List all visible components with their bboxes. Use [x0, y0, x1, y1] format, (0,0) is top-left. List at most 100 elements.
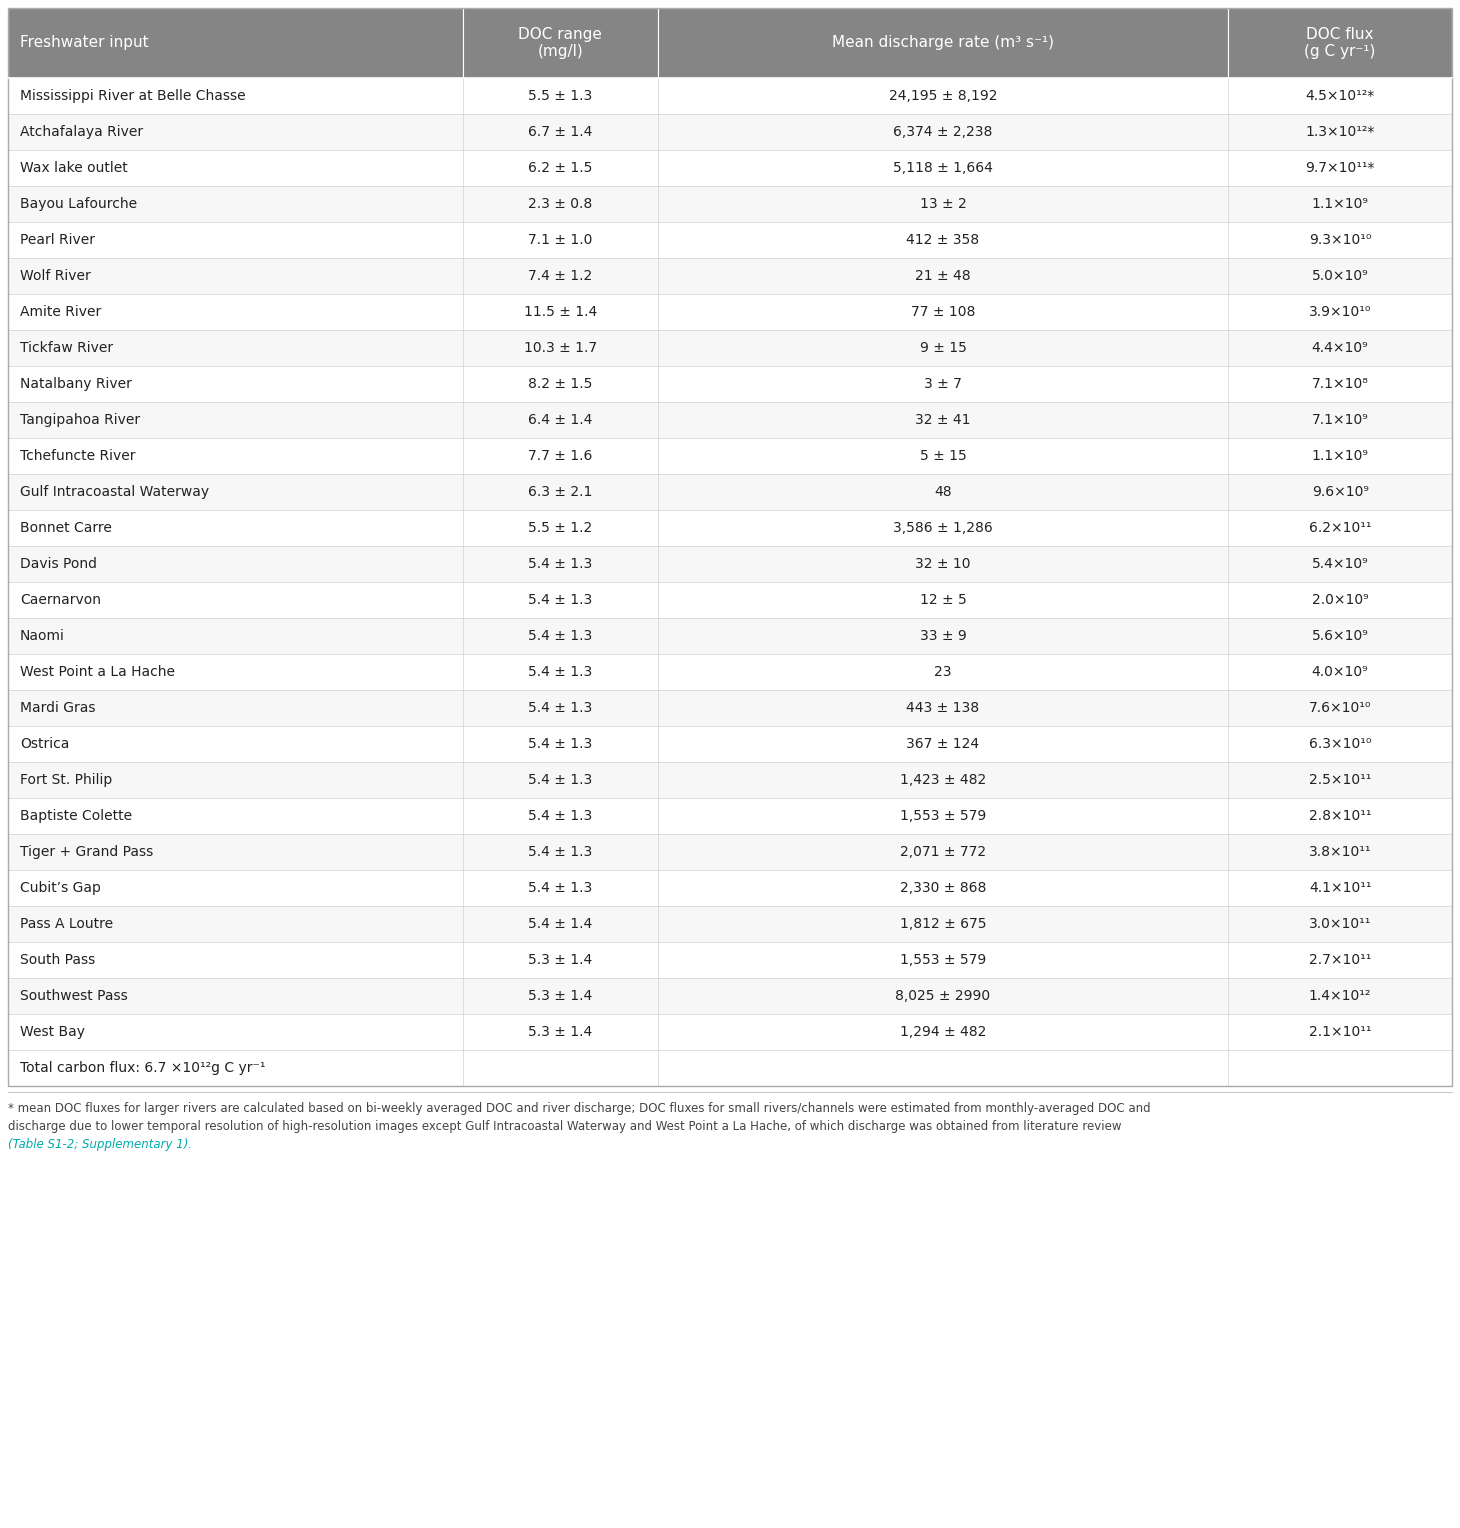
Bar [463, 834, 658, 869]
Bar [658, 978, 1228, 1015]
Bar [463, 1015, 658, 1050]
Bar [7, 582, 463, 617]
Bar [658, 1015, 1228, 1050]
Text: 2.8×10¹¹: 2.8×10¹¹ [1308, 808, 1371, 824]
Bar [658, 691, 1228, 726]
Text: 3.8×10¹¹: 3.8×10¹¹ [1308, 845, 1371, 859]
Text: 3 ± 7: 3 ± 7 [924, 377, 962, 391]
Text: 9.3×10¹⁰: 9.3×10¹⁰ [1310, 232, 1371, 248]
Bar [1228, 439, 1453, 474]
Text: 5.4×10⁹: 5.4×10⁹ [1311, 558, 1368, 571]
Text: Wolf River: Wolf River [20, 269, 91, 283]
Text: 32 ± 10: 32 ± 10 [915, 558, 971, 571]
Bar [7, 869, 463, 906]
Text: 8,025 ± 2990: 8,025 ± 2990 [895, 989, 990, 1002]
Text: 5.4 ± 1.3: 5.4 ± 1.3 [529, 773, 593, 787]
Text: 8.2 ± 1.5: 8.2 ± 1.5 [529, 377, 593, 391]
Bar [463, 8, 658, 78]
Text: Naomi: Naomi [20, 630, 64, 643]
Text: 2.1×10¹¹: 2.1×10¹¹ [1308, 1025, 1371, 1039]
Bar [1228, 582, 1453, 617]
Bar [7, 978, 463, 1015]
Text: 7.7 ± 1.6: 7.7 ± 1.6 [529, 449, 593, 463]
Bar [1228, 798, 1453, 834]
Bar [658, 258, 1228, 293]
Text: 2.3 ± 0.8: 2.3 ± 0.8 [529, 197, 593, 211]
Text: 7.4 ± 1.2: 7.4 ± 1.2 [529, 269, 593, 283]
Bar [1228, 834, 1453, 869]
Bar [1228, 906, 1453, 941]
Bar [7, 617, 463, 654]
Bar [7, 186, 463, 222]
Text: Natalbany River: Natalbany River [20, 377, 131, 391]
Text: 2.5×10¹¹: 2.5×10¹¹ [1310, 773, 1371, 787]
Text: 23: 23 [934, 665, 952, 678]
Text: 367 ± 124: 367 ± 124 [907, 736, 980, 750]
Bar [1228, 330, 1453, 367]
Bar [7, 258, 463, 293]
Bar [658, 617, 1228, 654]
Bar [463, 293, 658, 330]
Text: 5.0×10⁹: 5.0×10⁹ [1311, 269, 1368, 283]
Text: 1,812 ± 675: 1,812 ± 675 [899, 917, 987, 931]
Text: Tchefuncte River: Tchefuncte River [20, 449, 136, 463]
Bar [1228, 258, 1453, 293]
Bar [463, 150, 658, 186]
Text: 5.4 ± 1.3: 5.4 ± 1.3 [529, 593, 593, 607]
Text: 4.5×10¹²*: 4.5×10¹²* [1305, 89, 1375, 102]
Bar [463, 1050, 658, 1086]
Bar [1228, 978, 1453, 1015]
Bar [1228, 654, 1453, 691]
Text: 5.5 ± 1.2: 5.5 ± 1.2 [529, 521, 593, 535]
Bar [463, 402, 658, 439]
Text: 10.3 ± 1.7: 10.3 ± 1.7 [524, 341, 597, 354]
Text: 4.0×10⁹: 4.0×10⁹ [1311, 665, 1368, 678]
Bar [658, 439, 1228, 474]
Bar [658, 906, 1228, 941]
Bar [658, 798, 1228, 834]
Text: 1,553 ± 579: 1,553 ± 579 [899, 808, 986, 824]
Bar [7, 330, 463, 367]
Bar [463, 906, 658, 941]
Text: 6.3 ± 2.1: 6.3 ± 2.1 [529, 484, 593, 500]
Bar [1228, 186, 1453, 222]
Bar [1228, 367, 1453, 402]
Bar [7, 8, 1453, 1086]
Text: Total carbon flux: 6.7 ×10¹²g C yr⁻¹: Total carbon flux: 6.7 ×10¹²g C yr⁻¹ [20, 1060, 266, 1076]
Text: 1.1×10⁹: 1.1×10⁹ [1311, 449, 1368, 463]
Bar [463, 78, 658, 115]
Text: 5.4 ± 1.3: 5.4 ± 1.3 [529, 808, 593, 824]
Text: Southwest Pass: Southwest Pass [20, 989, 128, 1002]
Bar [658, 150, 1228, 186]
Bar [658, 834, 1228, 869]
Bar [7, 150, 463, 186]
Text: 5.6×10⁹: 5.6×10⁹ [1311, 630, 1368, 643]
Text: Baptiste Colette: Baptiste Colette [20, 808, 131, 824]
Bar [1228, 545, 1453, 582]
Bar [463, 798, 658, 834]
Bar [7, 474, 463, 510]
Text: Amite River: Amite River [20, 306, 101, 319]
Text: Bayou Lafourche: Bayou Lafourche [20, 197, 137, 211]
Bar [463, 258, 658, 293]
Text: Tangipahoa River: Tangipahoa River [20, 413, 140, 426]
Text: 6.7 ± 1.4: 6.7 ± 1.4 [529, 125, 593, 139]
Text: 5.4 ± 1.3: 5.4 ± 1.3 [529, 736, 593, 750]
Bar [7, 8, 463, 78]
Text: 3,586 ± 1,286: 3,586 ± 1,286 [894, 521, 993, 535]
Text: 412 ± 358: 412 ± 358 [907, 232, 980, 248]
Bar [463, 439, 658, 474]
Bar [1228, 510, 1453, 545]
Text: * mean DOC fluxes for larger rivers are calculated based on bi-weekly averaged D: * mean DOC fluxes for larger rivers are … [7, 1102, 1150, 1115]
Bar [7, 222, 463, 258]
Bar [7, 367, 463, 402]
Text: 9.7×10¹¹*: 9.7×10¹¹* [1305, 160, 1375, 176]
Bar [1228, 1050, 1453, 1086]
Text: 9.6×10⁹: 9.6×10⁹ [1311, 484, 1368, 500]
Bar [1228, 222, 1453, 258]
Text: Mississippi River at Belle Chasse: Mississippi River at Belle Chasse [20, 89, 245, 102]
Bar [463, 617, 658, 654]
Bar [658, 654, 1228, 691]
Bar [1228, 115, 1453, 150]
Text: 1,423 ± 482: 1,423 ± 482 [899, 773, 986, 787]
